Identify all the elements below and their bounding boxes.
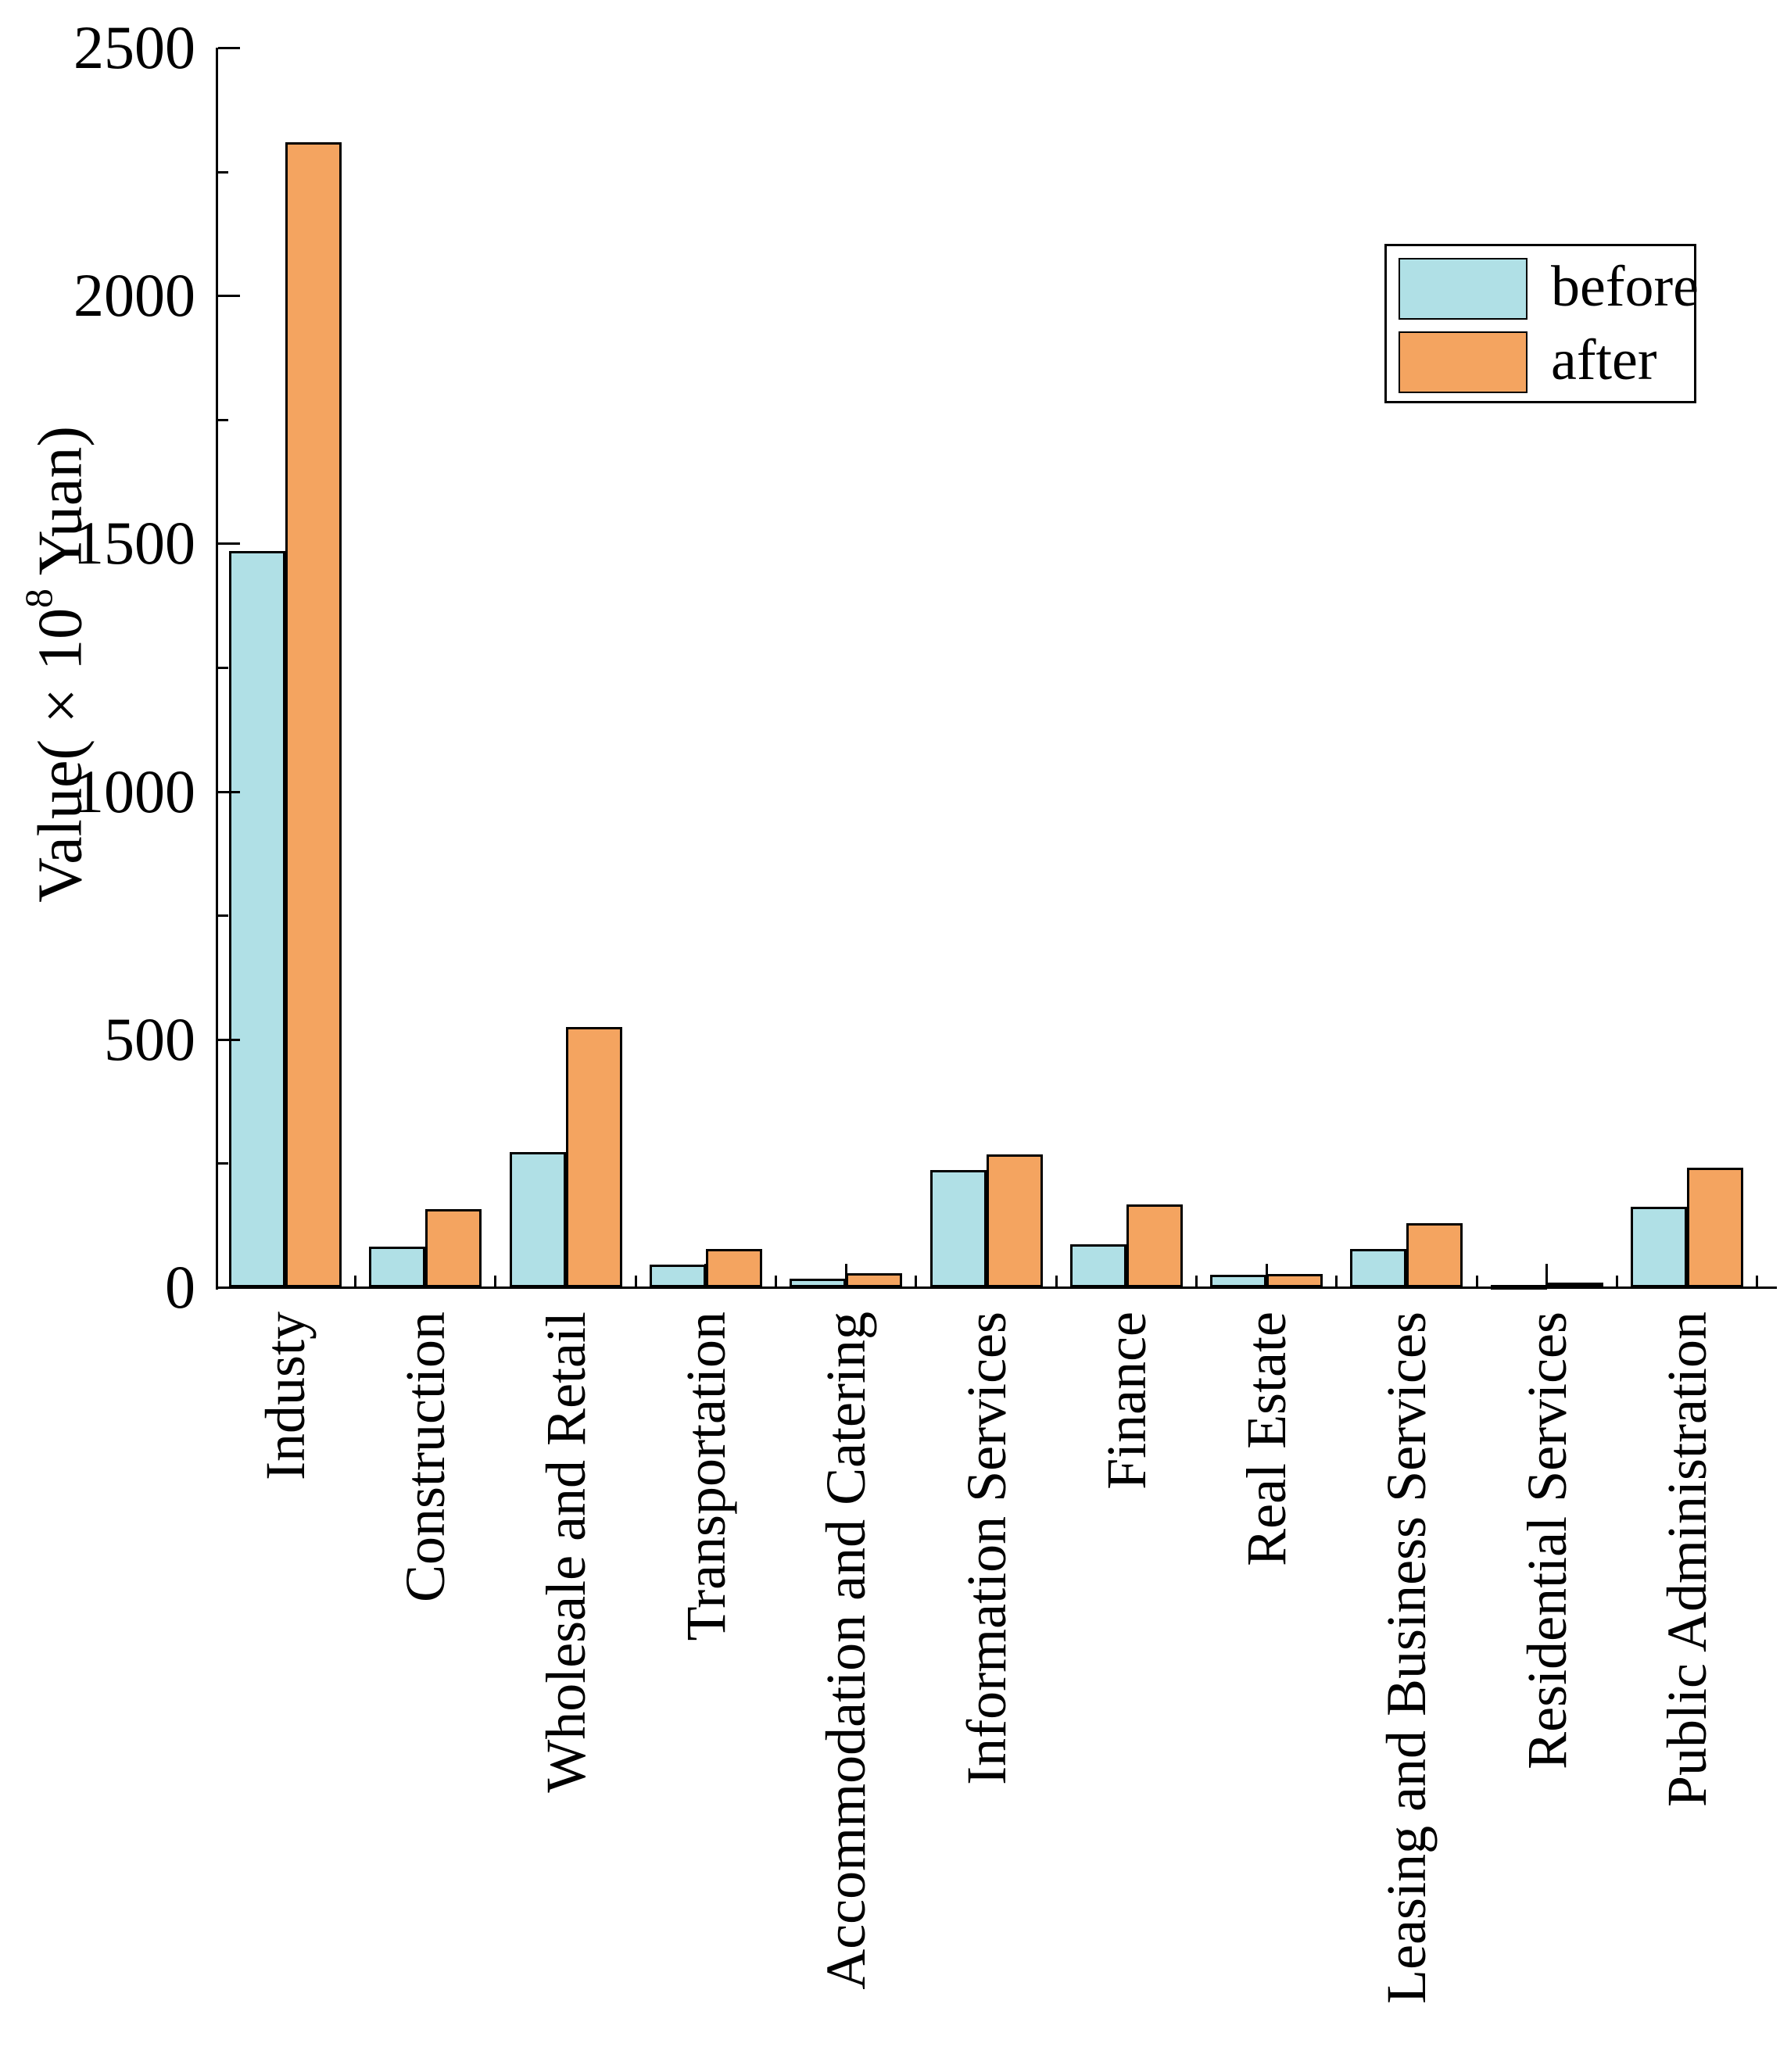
bar-before <box>1350 1249 1407 1287</box>
x-minor-tick <box>354 1276 357 1287</box>
legend: before after <box>1384 244 1699 403</box>
x-category-label: Real Estate <box>1235 1312 1298 1566</box>
bar-after <box>285 142 342 1287</box>
x-minor-tick <box>494 1276 497 1287</box>
y-minor-tick <box>218 170 228 174</box>
y-tick-label: 1000 <box>73 757 195 825</box>
x-category-label: Construction <box>394 1312 457 1602</box>
bar-after <box>1266 1274 1323 1287</box>
bar-before <box>1631 1207 1687 1287</box>
x-category-label: Residential Services <box>1515 1312 1578 1770</box>
x-minor-tick <box>1194 1276 1198 1287</box>
bar-before <box>1069 1244 1126 1287</box>
bar-after <box>705 1249 762 1287</box>
bar-before <box>649 1265 706 1287</box>
y-major-tick <box>218 47 240 49</box>
x-category-label: Public Administration <box>1656 1312 1718 1808</box>
x-minor-tick <box>1615 1276 1618 1287</box>
x-minor-tick <box>634 1276 637 1287</box>
x-minor-tick <box>775 1276 778 1287</box>
bar-after <box>1546 1283 1603 1287</box>
x-category-label: Information Services <box>954 1312 1018 1785</box>
legend-swatch-before <box>1399 258 1528 320</box>
bar-before <box>929 1170 987 1287</box>
x-category-label: Transportation <box>674 1312 737 1641</box>
x-minor-tick <box>915 1276 918 1287</box>
y-tick-label: 1500 <box>73 509 195 578</box>
y-major-tick <box>218 542 240 546</box>
bar-before <box>369 1247 426 1287</box>
y-tick-label: 500 <box>104 1004 195 1073</box>
y-axis-spine <box>216 48 218 1290</box>
x-category-label: Wholesale and Retail <box>534 1312 597 1793</box>
y-major-tick <box>218 1038 240 1041</box>
legend-swatch-after <box>1399 331 1528 393</box>
y-minor-tick <box>218 914 228 918</box>
bar-before <box>509 1152 566 1287</box>
bar-after <box>1687 1168 1743 1287</box>
x-category-tick <box>1545 1264 1549 1287</box>
bar-after <box>565 1027 622 1287</box>
y-minor-tick <box>218 667 228 669</box>
y-major-tick <box>218 790 240 793</box>
bar-after <box>846 1273 903 1287</box>
x-category-label: Industy <box>254 1312 317 1480</box>
x-minor-tick <box>1475 1276 1478 1287</box>
bar-after <box>425 1209 482 1287</box>
bar-before <box>1210 1275 1267 1287</box>
y-tick-label: 2500 <box>73 13 195 81</box>
x-minor-tick <box>1055 1276 1058 1287</box>
y-major-tick <box>218 1287 240 1289</box>
bar-before <box>229 551 285 1287</box>
y-major-tick <box>218 295 240 298</box>
y-minor-tick <box>218 418 228 421</box>
y-tick-label: 0 <box>165 1253 195 1321</box>
y-axis-title-exponent: 8 <box>17 589 60 608</box>
x-category-label: Finance <box>1094 1312 1158 1490</box>
bar-before <box>790 1279 847 1287</box>
x-axis-spine <box>216 1287 1777 1289</box>
y-tick-label: 2000 <box>73 261 195 330</box>
x-minor-tick <box>1335 1276 1338 1287</box>
legend-label-before: before <box>1551 255 1699 319</box>
y-axis-title: Value(×108 Yuan) <box>17 426 95 903</box>
y-minor-tick <box>218 1162 228 1165</box>
x-category-label: Leasing and Business Services <box>1375 1312 1438 2004</box>
x-category-label: Accommodation and Catering <box>815 1312 878 1990</box>
legend-label-after: after <box>1551 328 1657 392</box>
bar-after <box>986 1154 1043 1287</box>
bar-after <box>1126 1204 1183 1287</box>
x-minor-tick <box>1756 1276 1759 1287</box>
bar-after <box>1406 1223 1463 1287</box>
